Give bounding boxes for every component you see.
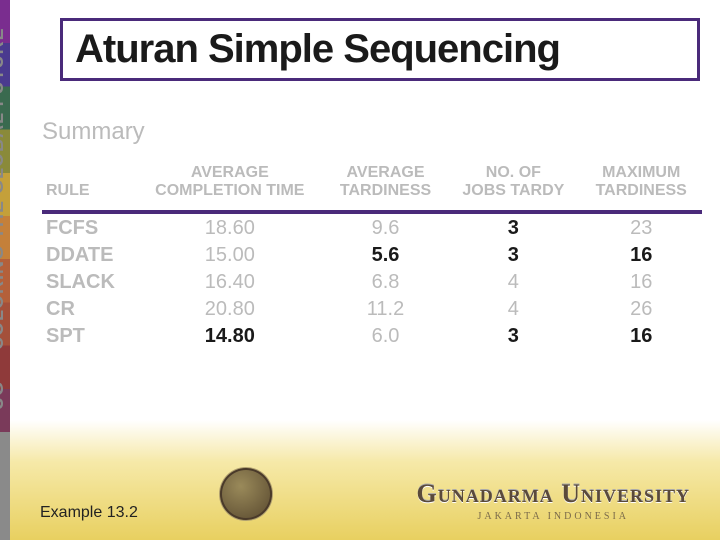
cell-max-tardiness: 16 (580, 323, 702, 350)
cell-avg-completion: 20.80 (135, 296, 325, 323)
summary-table: RULE AVERAGE COMPLETION TIME AVERAGE TAR… (42, 160, 702, 350)
cell-jobs-tardy: 4 (446, 296, 580, 323)
cell-avg-tardiness: 6.0 (325, 323, 447, 350)
cell-jobs-tardy: 3 (446, 242, 580, 269)
table-header-row: RULE AVERAGE COMPLETION TIME AVERAGE TAR… (42, 160, 702, 209)
slide-title: Aturan Simple Sequencing (75, 27, 685, 72)
cell-jobs-tardy: 3 (446, 215, 580, 242)
cell-jobs-tardy: 4 (446, 269, 580, 296)
slide-subtitle: Summary (42, 118, 145, 146)
table-row: SLACK16.406.8416 (42, 269, 702, 296)
table-row: CR20.8011.2426 (42, 296, 702, 323)
col-max-tardiness: MAXIMUM TARDINESS (580, 160, 702, 209)
university-block: Gunadarma University JAKARTA INDONESIA (416, 479, 690, 522)
cell-avg-completion: 14.80 (135, 323, 325, 350)
slide-title-box: Aturan Simple Sequencing (60, 18, 700, 81)
table-row: DDATE15.005.6316 (42, 242, 702, 269)
cell-max-tardiness: 26 (580, 296, 702, 323)
cell-rule: DDATE (42, 242, 135, 269)
table-row: SPT14.806.0316 (42, 323, 702, 350)
col-jobs-tardy: NO. OF JOBS TARDY (446, 160, 580, 209)
university-name: Gunadarma University (416, 479, 690, 509)
cell-max-tardiness: 16 (580, 269, 702, 296)
cell-max-tardiness: 16 (580, 242, 702, 269)
cell-avg-completion: 16.40 (135, 269, 325, 296)
cell-jobs-tardy: 3 (446, 323, 580, 350)
cell-avg-completion: 18.60 (135, 215, 325, 242)
cell-avg-tardiness: 11.2 (325, 296, 447, 323)
university-crest-icon (220, 468, 272, 520)
cell-rule: SPT (42, 323, 135, 350)
example-label: Example 13.2 (40, 504, 138, 522)
col-rule: RULE (42, 160, 135, 209)
table-row: FCFS18.609.6323 (42, 215, 702, 242)
cell-rule: SLACK (42, 269, 135, 296)
cell-avg-completion: 15.00 (135, 242, 325, 269)
sidebar-vertical-text: UG — COLORING THE GLOBAL FUTURE (0, 27, 8, 410)
cell-avg-tardiness: 9.6 (325, 215, 447, 242)
col-avg-completion: AVERAGE COMPLETION TIME (135, 160, 325, 209)
col-avg-tardiness: AVERAGE TARDINESS (325, 160, 447, 209)
cell-avg-tardiness: 6.8 (325, 269, 447, 296)
university-sub: JAKARTA INDONESIA (416, 511, 690, 522)
cell-rule: FCFS (42, 215, 135, 242)
cell-max-tardiness: 23 (580, 215, 702, 242)
cell-rule: CR (42, 296, 135, 323)
cell-avg-tardiness: 5.6 (325, 242, 447, 269)
